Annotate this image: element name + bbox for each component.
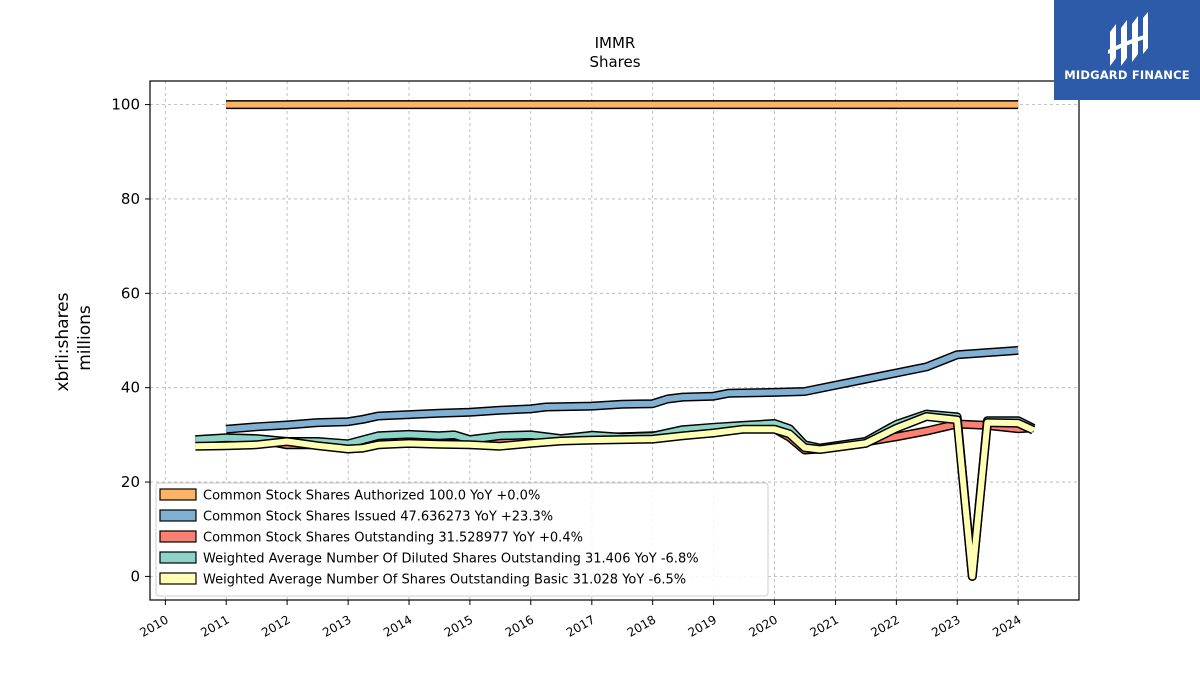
legend-box bbox=[155, 482, 769, 597]
logo: MIDGARD FINANCE bbox=[1054, 0, 1200, 100]
legend-swatch bbox=[159, 488, 197, 501]
x-tick-label: 2014 bbox=[381, 612, 414, 639]
x-tick-label: 2021 bbox=[808, 612, 841, 639]
x-tick-label: 2016 bbox=[503, 612, 536, 639]
x-tick-label: 2022 bbox=[868, 612, 901, 639]
legend-label: Common Stock Shares Outstanding 31.52897… bbox=[203, 531, 583, 546]
legend-label: Weighted Average Number Of Shares Outsta… bbox=[203, 573, 686, 588]
y-axis-label: xbrli:shares bbox=[53, 292, 73, 391]
y-tick-label: 60 bbox=[121, 284, 140, 302]
legend-swatch bbox=[159, 572, 197, 585]
series-4 bbox=[195, 412, 1036, 581]
y-tick-label: 0 bbox=[130, 567, 140, 585]
series-line bbox=[225, 347, 1019, 433]
y-tick-label: 80 bbox=[121, 190, 140, 208]
y-axis-units: millions bbox=[75, 305, 95, 371]
y-tick-label: 20 bbox=[121, 473, 140, 491]
legend-label: Weighted Average Number Of Diluted Share… bbox=[203, 552, 699, 567]
x-tick-label: 2023 bbox=[929, 612, 962, 639]
y-tick-label: 40 bbox=[121, 379, 140, 397]
x-tick-label: 2010 bbox=[137, 612, 170, 639]
series-outline bbox=[225, 345, 1019, 434]
plot-frame bbox=[149, 80, 1080, 601]
series-line bbox=[195, 413, 1035, 580]
series-1 bbox=[225, 345, 1019, 434]
legend-swatch bbox=[159, 509, 197, 522]
logo-text: MIDGARD FINANCE bbox=[1064, 68, 1190, 82]
legend-swatch bbox=[159, 530, 197, 543]
x-tick-label: 2020 bbox=[746, 612, 779, 639]
x-tick-label: 2015 bbox=[442, 612, 475, 639]
x-tick-label: 2019 bbox=[686, 612, 719, 639]
legend: Common Stock Shares Authorized 100.0 YoY… bbox=[155, 482, 769, 597]
legend-label: Common Stock Shares Authorized 100.0 YoY… bbox=[203, 489, 540, 504]
legend-swatch bbox=[159, 551, 197, 564]
axis-ticks: 0 20 40 60 80 100 2010 2011 2012 2013 2014 2015 2016… bbox=[111, 96, 1023, 640]
x-tick-label: 2017 bbox=[564, 612, 597, 639]
x-tick-label: 2024 bbox=[990, 612, 1023, 639]
legend-label: Common Stock Shares Issued 47.636273 YoY… bbox=[203, 510, 553, 525]
x-tick-label: 2012 bbox=[259, 612, 292, 639]
x-tick-label: 2013 bbox=[320, 612, 353, 639]
y-tick-label: 100 bbox=[111, 96, 140, 114]
x-tick-label: 2011 bbox=[198, 612, 231, 639]
plot-area bbox=[195, 100, 1036, 581]
midgard-logo-icon bbox=[1108, 12, 1148, 66]
chart-subtitle: Shares bbox=[589, 53, 640, 71]
chart-title: IMMR bbox=[595, 34, 636, 52]
x-tick-label: 2018 bbox=[625, 612, 658, 639]
